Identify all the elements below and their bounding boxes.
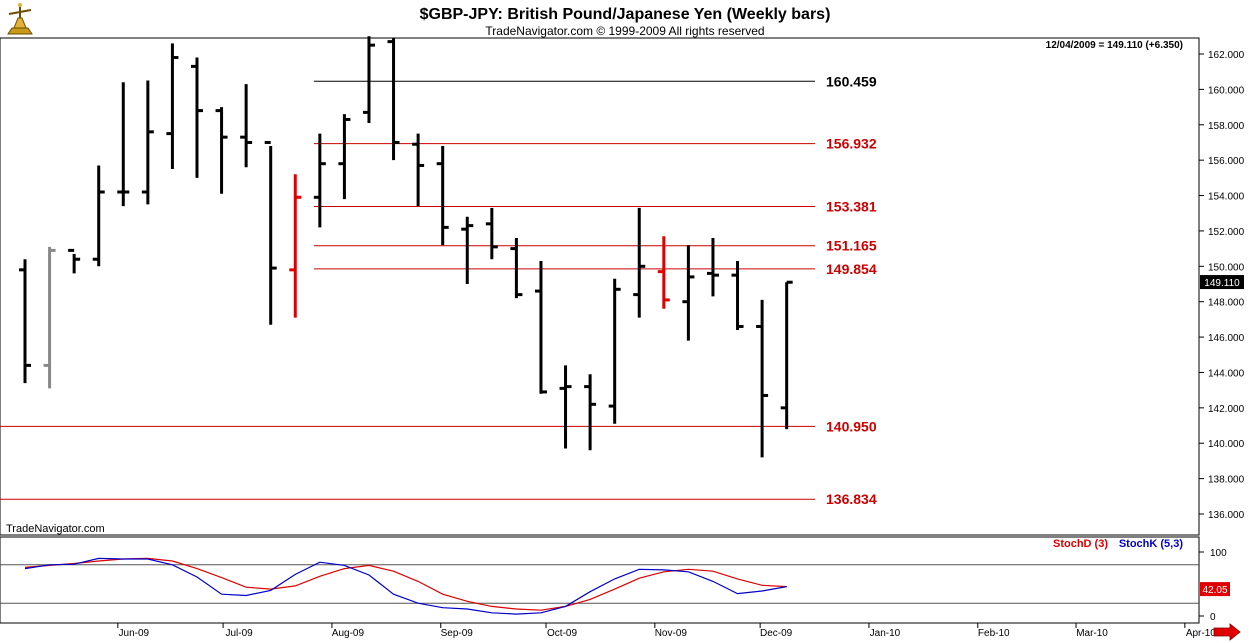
stoch-last-box xyxy=(1200,582,1230,597)
last-price-tag: 149.110 xyxy=(1200,275,1244,290)
x-tick-label: Dec-09 xyxy=(760,628,793,639)
x-tick-label: Nov-09 xyxy=(655,628,688,639)
ohlc-bar xyxy=(338,114,351,200)
stochk-line xyxy=(24,557,787,615)
ohlc-bar xyxy=(608,278,621,424)
ohlc-bar xyxy=(190,57,203,178)
last-price-box xyxy=(1200,275,1244,290)
y-tick-label: 158.000 xyxy=(1208,121,1245,132)
ohlc-bar xyxy=(92,165,105,267)
ohlc-bar xyxy=(436,146,449,246)
ohlc-bar xyxy=(289,174,302,318)
stoch-y-tick-label: 100 xyxy=(1210,548,1227,559)
main-plot-frame xyxy=(0,37,1200,536)
level-label: 151.165 xyxy=(826,238,877,254)
x-tick-label: Apr-10 xyxy=(1186,628,1216,639)
stoch-y-tick-label: 0 xyxy=(1210,612,1216,623)
ohlc-bar xyxy=(68,248,81,274)
retracement-levels: 160.459 156.932 153.381 151.165 149.854 140.9… xyxy=(0,73,877,507)
y-tick-label: 156.000 xyxy=(1208,156,1245,167)
stochd-line xyxy=(24,557,787,611)
y-tick-label: 140.000 xyxy=(1208,439,1245,450)
x-tick-label: Jul-09 xyxy=(225,628,253,639)
ohlc-bar xyxy=(485,207,498,260)
watermark: TradeNavigator.com xyxy=(6,523,105,535)
x-tick-label: Jan-10 xyxy=(870,628,901,639)
trade-navigator-logo-icon xyxy=(7,3,33,35)
ohlc-bars xyxy=(19,36,793,458)
y-tick-label: 136.000 xyxy=(1208,510,1245,521)
x-tick-label: Aug-09 xyxy=(332,628,365,639)
ohlc-bar xyxy=(313,133,326,228)
main-y-axis: 136.000 138.000 140.000 142.000 144.000 146.0… xyxy=(1199,50,1245,521)
ohlc-bar xyxy=(387,38,400,161)
chart-subtitle: TradeNavigator.com © 1999-2009 All right… xyxy=(485,24,764,38)
y-tick-label: 154.000 xyxy=(1208,192,1245,203)
ohlc-bar xyxy=(240,84,253,168)
x-axis: Jun-09 Jul-09 Aug-09 Sep-09 Oct-09 Nov-09 Dec-… xyxy=(117,623,1216,639)
ohlc-bar xyxy=(117,82,130,207)
ohlc-bar xyxy=(731,261,744,330)
last-info: 12/04/2009 = 149.110 (+6.350) xyxy=(1046,40,1183,51)
ohlc-bar xyxy=(166,43,179,169)
ohlc-bar xyxy=(534,261,547,394)
ohlc-bar xyxy=(633,207,646,318)
x-tick-label: Jun-09 xyxy=(119,628,150,639)
ohlc-bar xyxy=(584,374,597,451)
level-label: 140.950 xyxy=(826,418,877,434)
ohlc-bar xyxy=(559,365,572,449)
level-label: 149.854 xyxy=(826,261,877,277)
y-tick-label: 150.000 xyxy=(1208,262,1245,273)
y-tick-label: 142.000 xyxy=(1208,404,1245,415)
ohlc-bar xyxy=(461,216,474,284)
level-label: 160.459 xyxy=(826,73,877,89)
y-tick-label: 162.000 xyxy=(1208,50,1245,61)
ohlc-bar xyxy=(510,238,523,299)
level-label: 153.381 xyxy=(826,198,877,214)
ohlc-bar xyxy=(19,259,31,384)
scroll-right-arrow-icon[interactable] xyxy=(1213,623,1241,641)
stochastic-series: 42.05 xyxy=(24,557,1230,615)
ohlc-bar xyxy=(706,238,719,297)
y-tick-label: 152.000 xyxy=(1208,227,1245,238)
ohlc-bar xyxy=(412,133,425,207)
ohlc-bar xyxy=(657,236,670,309)
ohlc-bar xyxy=(215,107,228,194)
stoch-plot-frame xyxy=(0,536,1200,624)
ohlc-bar xyxy=(756,299,769,458)
y-tick-label: 138.000 xyxy=(1208,475,1245,486)
chart-title: $GBP-JPY: British Pound/Japanese Yen (We… xyxy=(420,6,831,23)
y-tick-label: 160.000 xyxy=(1208,85,1245,96)
legend-stochk: StochK (5,3) xyxy=(1119,538,1184,550)
x-tick-label: Feb-10 xyxy=(978,628,1010,639)
ohlc-bar xyxy=(264,140,277,325)
ohlc-bar xyxy=(141,80,154,205)
y-tick-label: 144.000 xyxy=(1208,368,1245,379)
y-tick-label: 146.000 xyxy=(1208,333,1245,344)
x-tick-label: Sep-09 xyxy=(441,628,474,639)
x-tick-label: Oct-09 xyxy=(547,628,577,639)
ohlc-bar xyxy=(362,36,375,123)
legend-stochd: StochD (3) xyxy=(1053,538,1108,550)
ohlc-bar xyxy=(43,246,56,389)
stoch-y-axis: 0 100 xyxy=(0,548,1227,623)
y-tick-label: 148.000 xyxy=(1208,298,1245,309)
level-label: 156.932 xyxy=(826,136,877,152)
level-label: 136.834 xyxy=(826,491,877,507)
ohlc-bar xyxy=(780,280,793,430)
stoch-last-label: 42.05 xyxy=(1202,585,1227,596)
ohlc-bar xyxy=(682,245,695,341)
x-tick-label: Mar-10 xyxy=(1076,628,1108,639)
last-price-label: 149.110 xyxy=(1204,278,1240,289)
